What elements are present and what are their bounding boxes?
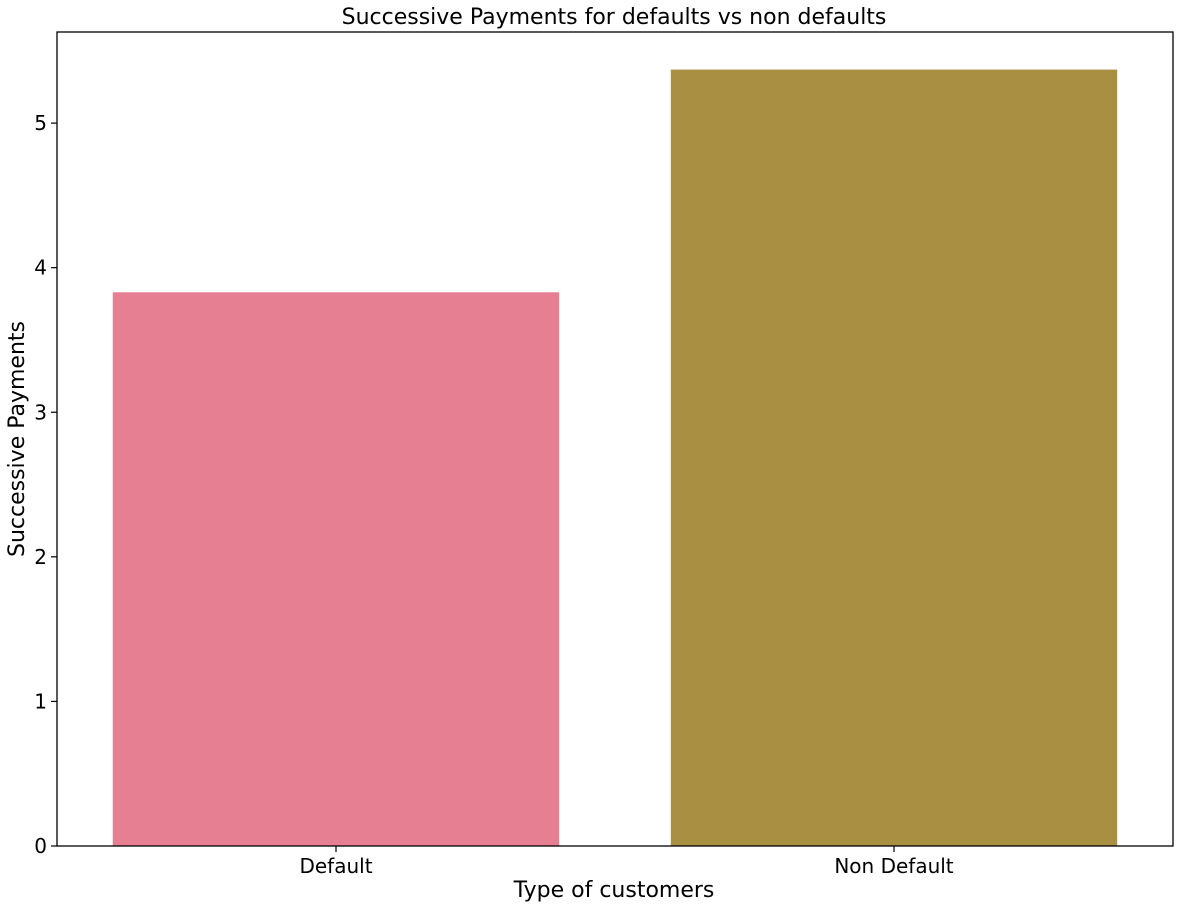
y-tick-label: 1 — [34, 689, 47, 713]
bar-default — [112, 292, 560, 846]
x-axis-ticks: Default Non Default — [299, 846, 954, 878]
y-axis-ticks: 0 1 2 3 4 5 — [34, 111, 57, 858]
bars-group — [112, 69, 1118, 847]
x-axis-label: Type of customers — [513, 878, 715, 903]
y-tick-label: 2 — [34, 545, 47, 569]
chart-title: Successive Payments for defaults vs non … — [342, 5, 887, 30]
x-tick-label: Non Default — [834, 854, 953, 878]
plot-frame — [56, 31, 1174, 847]
y-tick-label: 4 — [34, 256, 47, 280]
y-tick-label: 0 — [34, 834, 47, 858]
y-axis-label: Successive Payments — [5, 321, 30, 557]
x-tick-label: Default — [299, 854, 372, 878]
y-tick-label: 3 — [34, 400, 47, 424]
y-tick-label: 5 — [34, 111, 47, 135]
bar-non-default — [670, 69, 1118, 847]
